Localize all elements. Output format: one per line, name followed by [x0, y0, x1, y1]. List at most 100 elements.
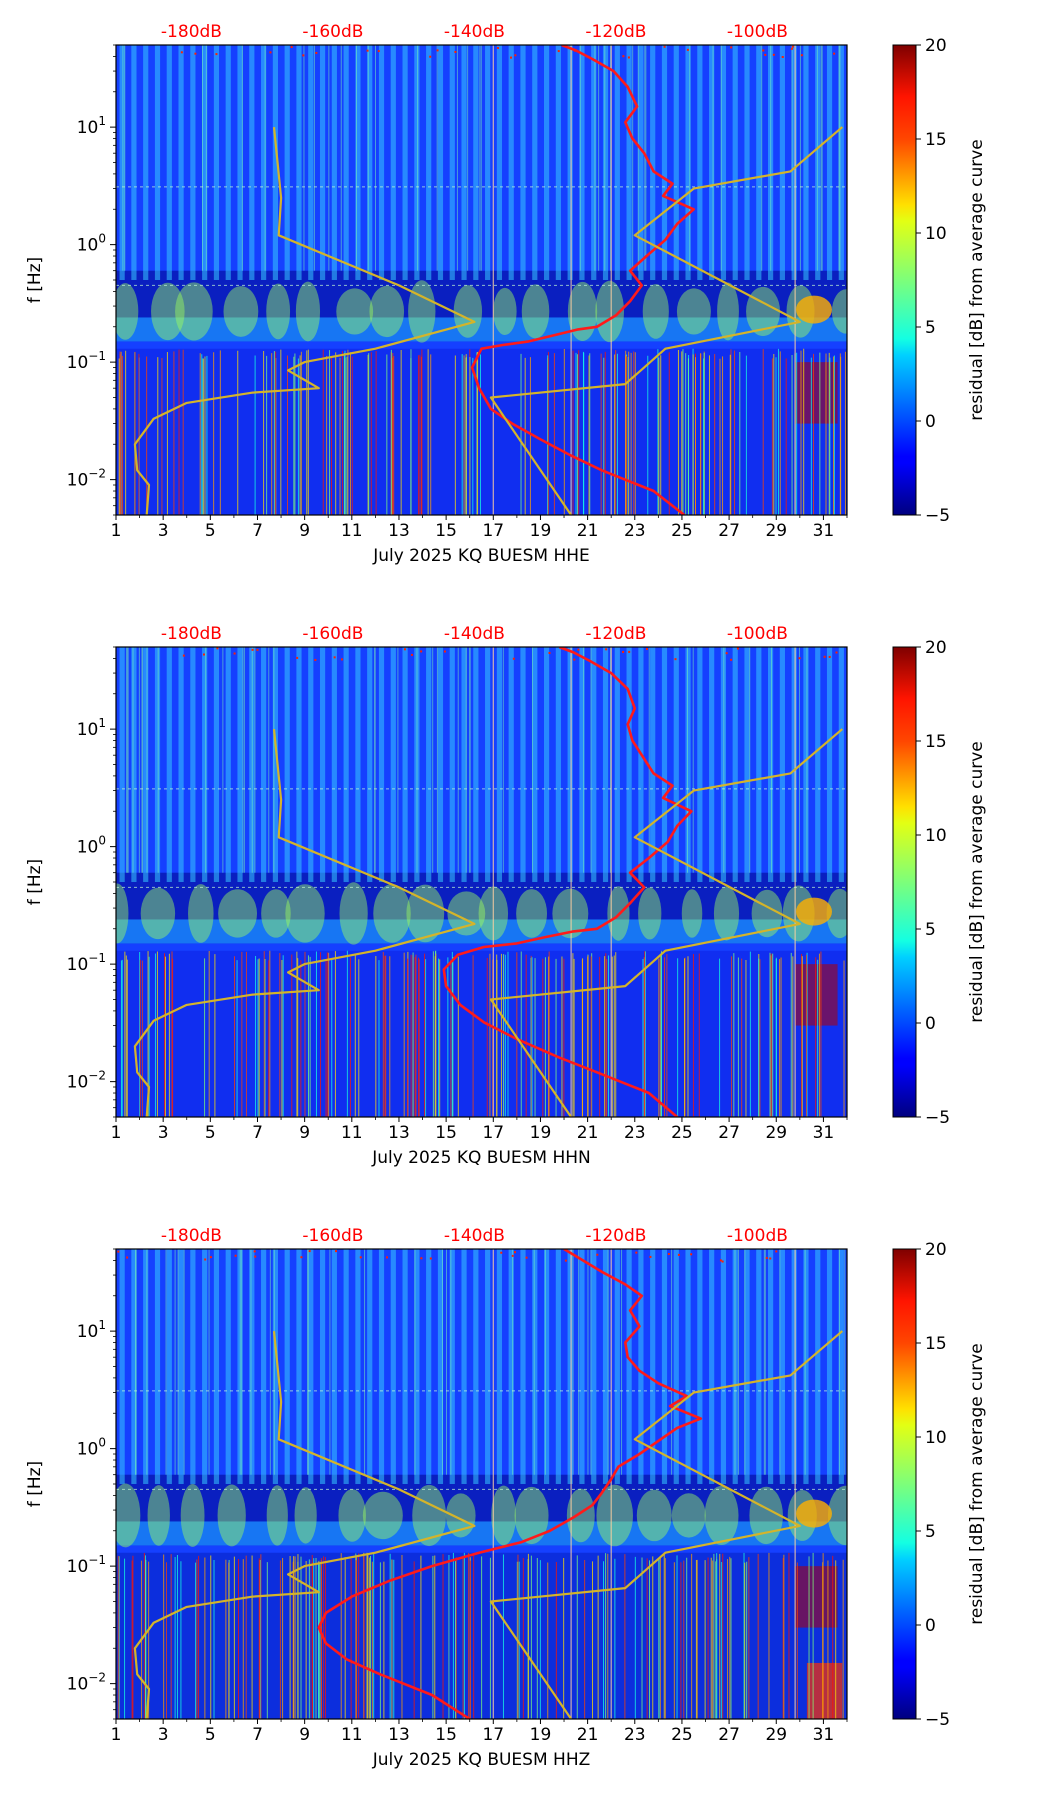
day-column	[154, 647, 161, 882]
day-column	[284, 647, 290, 882]
day-column	[485, 45, 491, 280]
y-axis-label: f [Hz]	[25, 257, 45, 303]
day-column	[202, 1249, 208, 1484]
top-speckle	[429, 1257, 432, 1260]
day-column	[437, 647, 444, 882]
day-column	[602, 1249, 609, 1484]
top-db-label: -140dB	[444, 1226, 505, 1246]
day-column	[473, 647, 479, 882]
day-column	[661, 1249, 668, 1484]
day-column	[768, 1249, 774, 1484]
x-tick-label: 7	[252, 521, 263, 541]
top-speckle	[791, 45, 794, 48]
day-column	[414, 1249, 420, 1484]
top-speckle	[511, 1254, 514, 1257]
day-column	[496, 647, 503, 882]
top-speckle	[403, 648, 406, 651]
top-speckle	[798, 657, 801, 660]
x-tick-label: 3	[158, 521, 169, 541]
x-tick-label: 21	[577, 1123, 599, 1143]
top-speckle	[254, 1255, 257, 1258]
day-column	[261, 45, 267, 280]
microseism-blob	[717, 282, 739, 341]
microseism-blob	[116, 283, 139, 340]
x-tick-label: 11	[341, 521, 363, 541]
top-speckle	[719, 1259, 722, 1262]
day-column	[815, 647, 821, 882]
top-speckle	[180, 51, 183, 54]
day-column	[331, 45, 337, 280]
microseism-blob	[521, 284, 550, 339]
day-column	[685, 1249, 691, 1484]
day-column	[402, 1249, 408, 1484]
day-column	[178, 45, 184, 280]
day-column	[426, 45, 432, 280]
day-column	[591, 1249, 597, 1484]
average-psd-line	[317, 1249, 703, 1719]
microseism-blob	[336, 288, 374, 335]
top-speckle	[510, 56, 513, 59]
top-db-label: -120dB	[585, 1226, 646, 1246]
microseism-blob	[642, 284, 669, 339]
top-db-label: -120dB	[585, 624, 646, 644]
top-speckle	[454, 50, 457, 53]
long-period-band	[116, 950, 847, 1117]
day-column	[732, 647, 738, 882]
top-speckle	[233, 652, 236, 655]
y-tick-label: 10−2	[67, 1671, 106, 1695]
day-column	[555, 45, 561, 280]
microseism-blob	[408, 280, 436, 343]
microseism-blob	[671, 1493, 706, 1538]
colorbar-tick-label: 5	[925, 920, 936, 940]
day-column	[119, 1249, 125, 1484]
day-column	[437, 1249, 444, 1484]
top-speckle	[314, 658, 317, 661]
day-column	[626, 45, 632, 280]
top-speckle	[513, 1251, 516, 1254]
day-column	[638, 1249, 644, 1484]
day-column	[650, 647, 656, 882]
microseism-blob	[638, 887, 662, 940]
day-column	[626, 647, 632, 882]
top-db-label: -160dB	[302, 1226, 363, 1246]
microseism-blob	[681, 889, 703, 938]
top-speckle	[781, 55, 784, 58]
top-speckle	[296, 656, 299, 659]
x-tick-label: 1	[111, 521, 122, 541]
top-speckle	[736, 647, 739, 650]
top-speckle	[628, 650, 631, 653]
day-column	[697, 1249, 703, 1484]
microseism-blob	[713, 886, 740, 941]
microseism-blob	[147, 1485, 170, 1546]
top-speckle	[256, 648, 259, 651]
top-speckle	[525, 1256, 528, 1259]
day-column	[461, 647, 467, 882]
colorbar-tick-label: 5	[925, 1522, 936, 1542]
colorbar-tick-label: 15	[925, 130, 947, 150]
top-speckle	[253, 1250, 256, 1253]
day-column	[732, 45, 738, 280]
day-column	[579, 45, 585, 280]
day-column	[614, 45, 620, 280]
storm-hotspot	[795, 295, 832, 324]
colorbar-tick-label: −5	[925, 1710, 950, 1730]
day-column	[355, 45, 361, 280]
day-column	[378, 45, 385, 280]
day-column	[402, 45, 408, 280]
day-column	[473, 45, 479, 280]
microseism-blob	[151, 282, 185, 341]
top-speckle	[762, 49, 765, 52]
y-tick-label: 101	[77, 716, 106, 740]
storm-longperiod-energy	[795, 1566, 838, 1628]
top-speckle	[596, 1253, 599, 1256]
day-column	[591, 45, 597, 280]
day-column	[426, 1249, 432, 1484]
day-column	[555, 1249, 561, 1484]
top-speckle	[663, 45, 666, 48]
top-speckle	[269, 51, 272, 54]
x-tick-label: 17	[482, 1123, 504, 1143]
top-speckle	[251, 648, 254, 651]
day-column	[225, 1249, 231, 1484]
day-column	[178, 1249, 184, 1484]
